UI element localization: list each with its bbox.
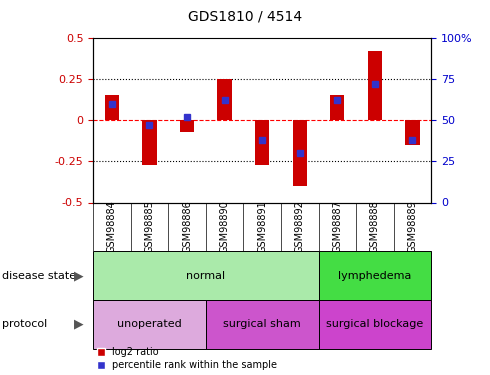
Bar — [142, 120, 157, 165]
Bar — [93, 251, 318, 300]
Bar — [206, 300, 318, 349]
Bar — [368, 51, 382, 120]
Bar — [180, 120, 194, 132]
Text: surgical sham: surgical sham — [223, 320, 301, 329]
Text: ▶: ▶ — [74, 269, 83, 282]
Text: surgical blockage: surgical blockage — [326, 320, 423, 329]
Text: GSM98884: GSM98884 — [107, 201, 117, 253]
Bar — [293, 120, 307, 186]
Text: disease state: disease state — [2, 271, 76, 280]
Bar — [405, 120, 419, 145]
Text: GSM98888: GSM98888 — [370, 201, 380, 253]
Bar — [318, 300, 431, 349]
Bar — [255, 120, 270, 165]
Bar — [105, 95, 119, 120]
Text: GSM98891: GSM98891 — [257, 201, 267, 253]
Text: unoperated: unoperated — [117, 320, 182, 329]
Bar — [93, 300, 206, 349]
Text: ▶: ▶ — [74, 318, 83, 331]
Bar — [318, 251, 431, 300]
Text: protocol: protocol — [2, 320, 48, 329]
Text: normal: normal — [186, 271, 225, 280]
Text: GSM98889: GSM98889 — [407, 201, 417, 253]
Text: GDS1810 / 4514: GDS1810 / 4514 — [188, 10, 302, 24]
Text: lymphedema: lymphedema — [338, 271, 412, 280]
Text: GSM98885: GSM98885 — [145, 200, 154, 254]
Bar — [330, 95, 344, 120]
Text: GSM98886: GSM98886 — [182, 201, 192, 253]
Legend: log2 ratio, percentile rank within the sample: log2 ratio, percentile rank within the s… — [98, 347, 276, 370]
Text: GSM98887: GSM98887 — [332, 200, 343, 254]
Bar — [218, 79, 232, 120]
Text: GSM98890: GSM98890 — [220, 201, 230, 253]
Text: GSM98892: GSM98892 — [294, 200, 305, 254]
